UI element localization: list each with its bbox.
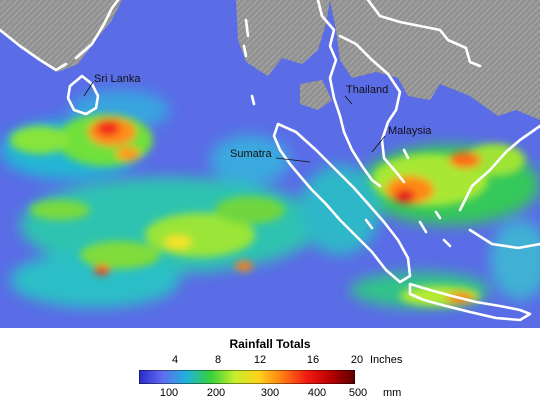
inch-tick: 8	[214, 354, 222, 366]
mm-tick: 100	[159, 387, 179, 399]
mm-tick: 300	[260, 387, 280, 399]
mm-tick: 500	[348, 387, 368, 399]
coastline-islands	[364, 148, 452, 248]
inch-tick: 4	[171, 354, 179, 366]
coastline-sri-lanka	[66, 74, 100, 116]
coastline-andaman	[242, 18, 256, 106]
mm-tick: 200	[206, 387, 226, 399]
label-sri-lanka: Sri Lanka	[94, 73, 141, 85]
inch-unit-label: Inches	[370, 354, 403, 366]
legend-title: Rainfall Totals	[229, 337, 311, 351]
rainfall-map: Sri Lanka Thailand Malaysia Sumatra	[0, 0, 540, 328]
rainfall-field	[0, 90, 540, 308]
coastline-java	[408, 282, 532, 322]
rainfall-legend: Rainfall Totals 4 8 12 16 20 Inches 100 …	[0, 328, 540, 405]
inch-tick: 20	[350, 354, 364, 366]
coastline-mainland	[316, 0, 482, 188]
no-data-land	[0, 0, 540, 120]
mm-unit-label: mm	[383, 387, 402, 399]
coastline-india	[0, 0, 120, 72]
mm-tick: 400	[307, 387, 327, 399]
inch-tick: 16	[306, 354, 320, 366]
color-scale-bar	[139, 370, 355, 384]
coastlines	[0, 0, 540, 322]
label-leaders	[83, 81, 386, 163]
coastline-borneo	[458, 124, 540, 250]
coastline-sumatra	[272, 122, 412, 284]
inch-tick: 12	[253, 354, 267, 366]
label-sumatra: Sumatra	[230, 148, 272, 160]
label-thailand: Thailand	[346, 84, 388, 96]
label-malaysia: Malaysia	[388, 125, 432, 137]
